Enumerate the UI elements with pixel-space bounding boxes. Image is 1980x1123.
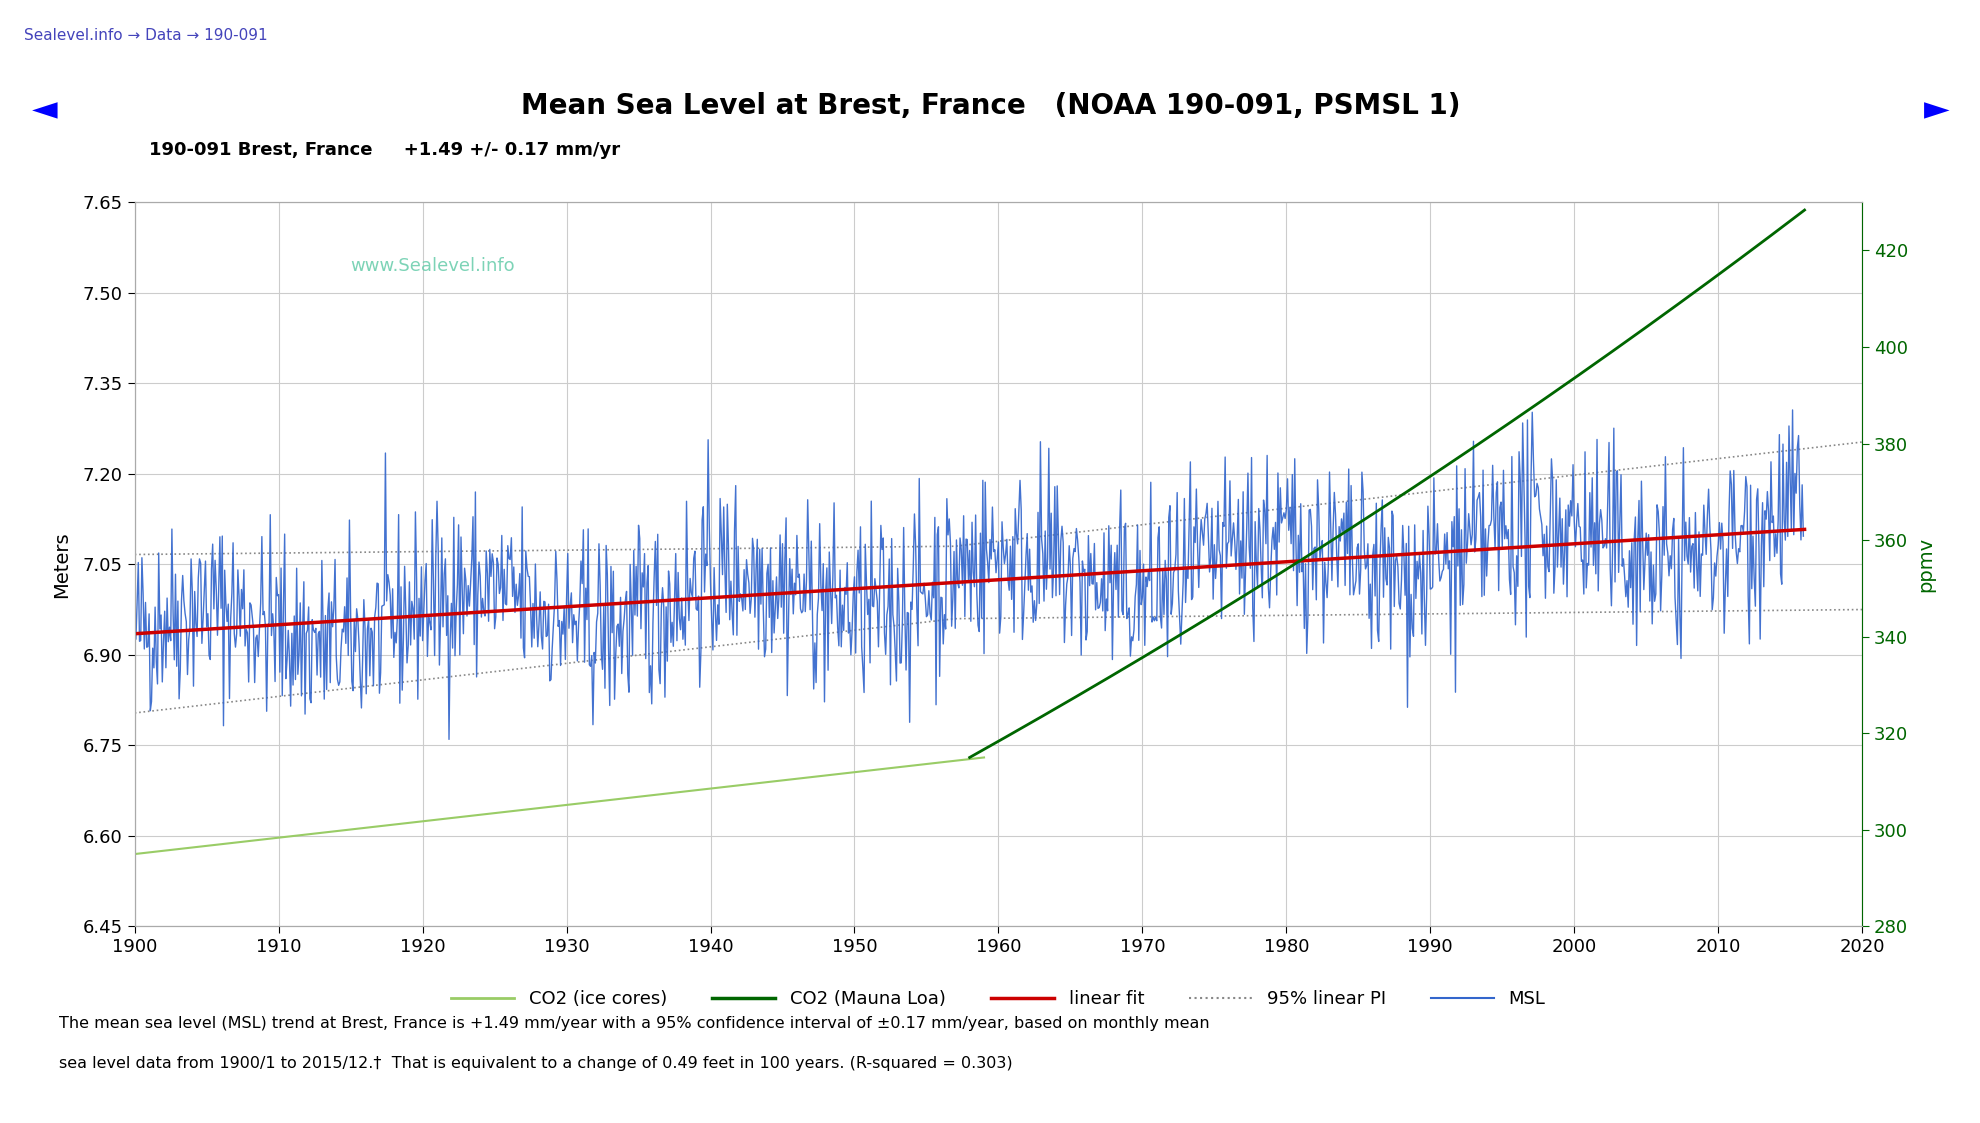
Text: Mean Sea Level at Brest, France   (NOAA 190-091, PSMSL 1): Mean Sea Level at Brest, France (NOAA 19… <box>521 92 1459 120</box>
Text: ►: ► <box>1923 93 1948 127</box>
Text: 190-091 Brest, France     +1.49 +/- 0.17 mm/yr: 190-091 Brest, France +1.49 +/- 0.17 mm/… <box>148 141 620 159</box>
Y-axis label: Meters: Meters <box>53 531 71 597</box>
Legend: CO2 (ice cores), CO2 (Mauna Loa), linear fit, 95% linear PI, MSL: CO2 (ice cores), CO2 (Mauna Loa), linear… <box>444 983 1552 1015</box>
Y-axis label: ppmv: ppmv <box>1915 537 1934 592</box>
Text: Sealevel.info → Data → 190-091: Sealevel.info → Data → 190-091 <box>24 28 267 43</box>
Text: ◄: ◄ <box>32 93 57 127</box>
Text: www.Sealevel.info: www.Sealevel.info <box>350 257 515 275</box>
Text: sea level data from 1900/1 to 2015/12.†  That is equivalent to a change of 0.49 : sea level data from 1900/1 to 2015/12.† … <box>59 1056 1012 1070</box>
Text: The mean sea level (MSL) trend at Brest, France is +1.49 mm/year with a 95% conf: The mean sea level (MSL) trend at Brest,… <box>59 1016 1210 1031</box>
